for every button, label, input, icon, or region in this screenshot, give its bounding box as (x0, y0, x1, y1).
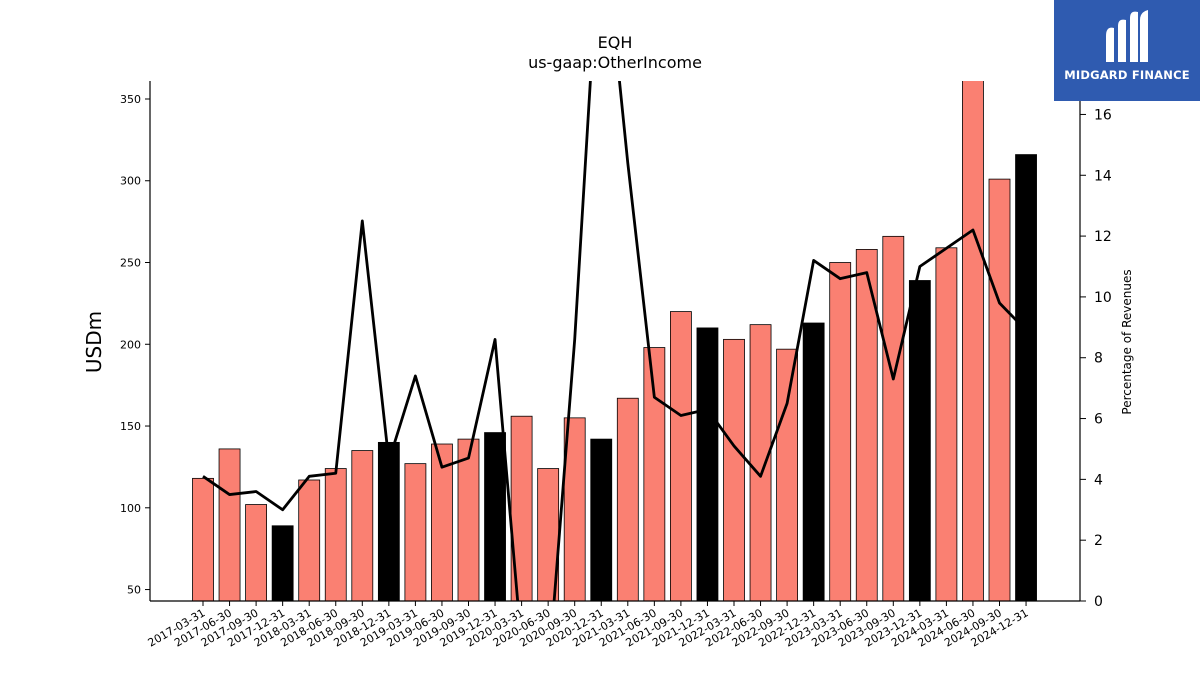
bar-2024-03-31 (935, 247, 958, 601)
chart-subtitle: us-gaap:OtherIncome (528, 53, 702, 72)
percentage-line (202, 81, 1028, 601)
y-tick-label: 250 (120, 257, 141, 270)
line-layer (202, 81, 1028, 601)
logo-text: MIDGARD FINANCE (1064, 68, 1190, 82)
bar-2023-09-30 (882, 235, 905, 601)
y2-tick-label: 0 (1094, 594, 1103, 610)
bar-2024-12-31 (1015, 154, 1037, 601)
logo-mark-icon (1106, 10, 1148, 63)
bar-2021-06-30 (643, 347, 666, 601)
bar-2018-12-31 (377, 441, 400, 601)
bar-2017-06-30 (218, 448, 241, 601)
bar-2021-03-31 (616, 397, 639, 601)
bar-2021-09-30 (670, 311, 692, 601)
y-tick-label: 100 (120, 502, 141, 515)
bar-2023-03-31 (829, 262, 852, 601)
y2-tick-label: 4 (1094, 472, 1103, 488)
y-tick-label: 300 (120, 175, 141, 188)
y2-tick-label: 16 (1094, 107, 1112, 123)
bar-2019-12-31 (484, 432, 506, 601)
bar-2018-06-30 (324, 468, 347, 601)
bar-2022-12-31 (802, 322, 825, 601)
bar-group (192, 81, 1037, 601)
y-tick-label: 350 (120, 93, 141, 106)
bar-2019-09-30 (457, 438, 480, 601)
y2-tick-label: 8 (1094, 351, 1103, 367)
y2-axis-label: Percentage of Revenues (1120, 269, 1134, 414)
y2-tick-label: 14 (1094, 168, 1112, 184)
axes: 5010015020025030035002468101214162017-03… (120, 81, 1112, 650)
bar-2022-09-30 (776, 348, 798, 601)
bar-2018-03-31 (298, 479, 321, 601)
chart-title: EQH (598, 33, 633, 52)
y2-tick-label: 2 (1094, 533, 1103, 549)
bar-2021-12-31 (696, 327, 719, 601)
bar-2018-09-30 (351, 450, 374, 601)
bar-2017-12-31 (271, 525, 294, 601)
bar-2022-06-30 (749, 324, 772, 601)
y2-tick-label: 6 (1094, 412, 1103, 428)
y-axis-label: USDm (82, 311, 106, 373)
y-tick-label: 200 (120, 338, 141, 351)
bar-2022-03-31 (723, 338, 745, 601)
bar-2019-03-31 (404, 463, 427, 601)
y2-tick-label: 12 (1094, 229, 1112, 245)
bar-2020-09-30 (563, 417, 586, 601)
y-tick-label: 150 (120, 420, 141, 433)
bar-2020-12-31 (590, 438, 613, 601)
y2-tick-label: 10 (1094, 290, 1112, 306)
bar-2020-03-31 (510, 415, 533, 601)
bar-2024-09-30 (988, 178, 1011, 601)
bar-2023-12-31 (908, 280, 931, 601)
y-tick-label: 50 (127, 584, 141, 597)
bar-2017-09-30 (245, 504, 268, 601)
bar-2024-06-30 (962, 81, 984, 601)
midgard-finance-logo: MIDGARD FINANCE (1054, 0, 1200, 101)
bar-2023-06-30 (855, 249, 878, 601)
bar-2017-03-31 (192, 477, 214, 601)
